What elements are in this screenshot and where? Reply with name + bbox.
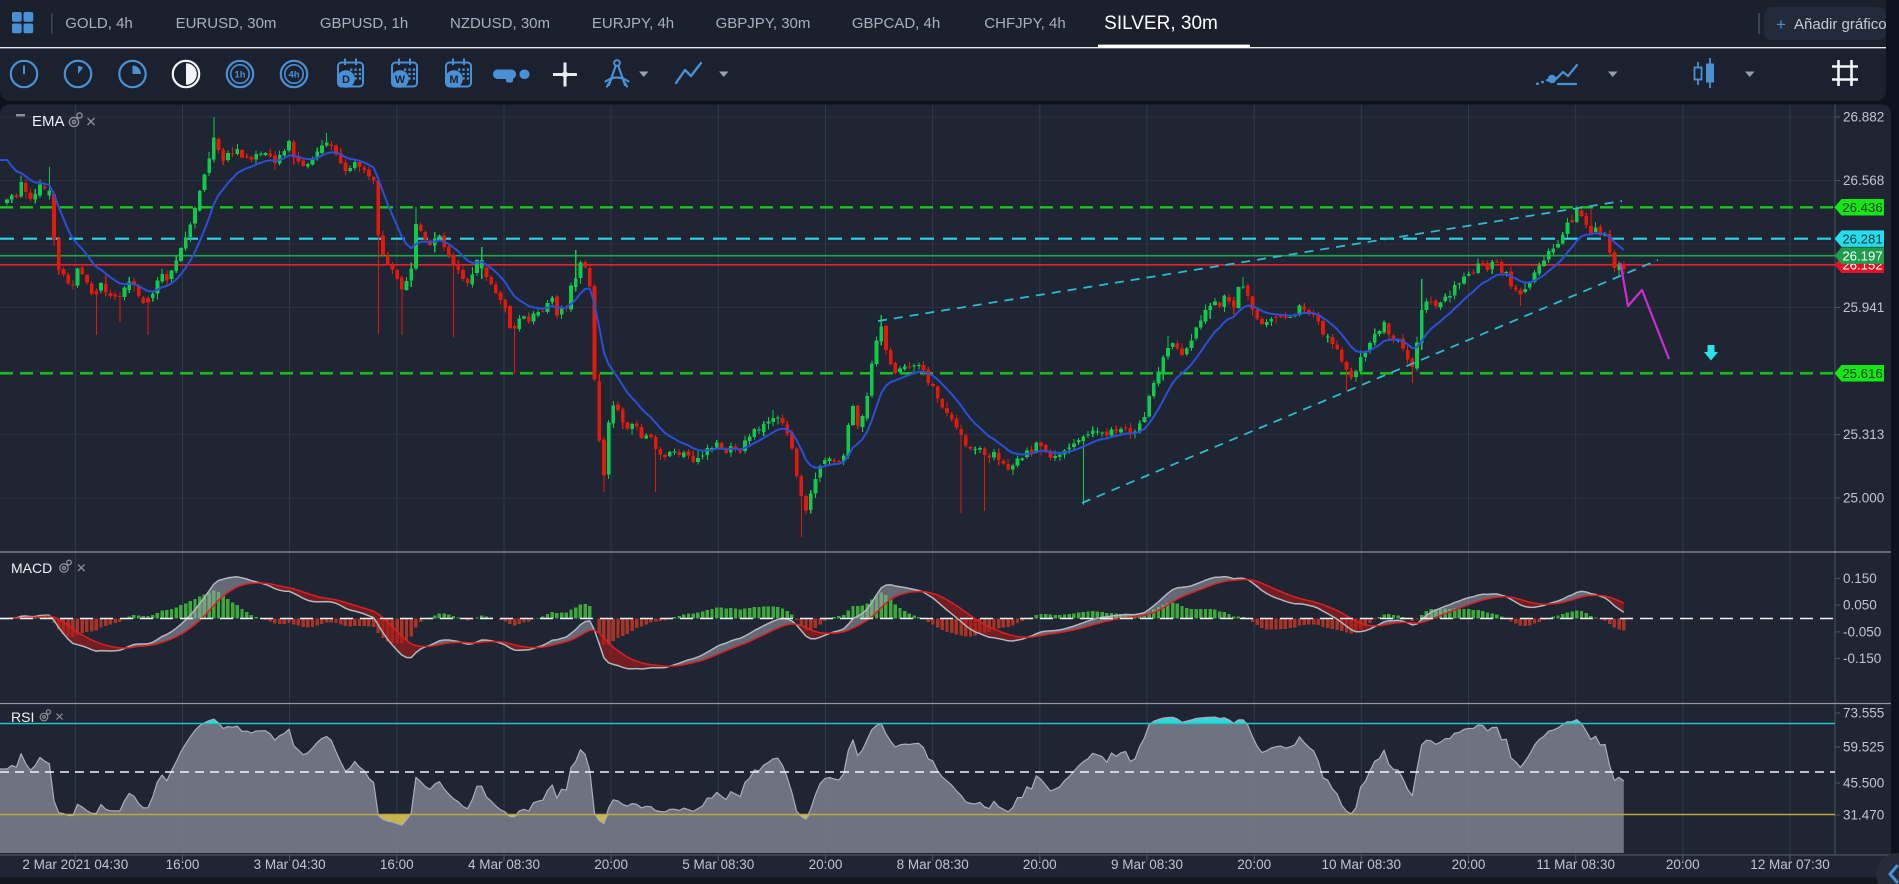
svg-text:31.470: 31.470 <box>1843 808 1884 823</box>
svg-text:0.050: 0.050 <box>1843 598 1877 613</box>
svg-text:Añadir gráfico: Añadir gráfico <box>1794 16 1887 33</box>
svg-text:20:00: 20:00 <box>594 857 628 872</box>
svg-text:D: D <box>342 74 350 86</box>
svg-text:25.000: 25.000 <box>1843 491 1884 506</box>
svg-text:20:00: 20:00 <box>809 857 843 872</box>
svg-text:25.616: 25.616 <box>1842 366 1882 381</box>
svg-text:M: M <box>449 74 458 86</box>
svg-text:GBPJPY, 30m: GBPJPY, 30m <box>716 15 811 32</box>
svg-text:26.568: 26.568 <box>1843 173 1884 188</box>
svg-text:16:00: 16:00 <box>380 857 414 872</box>
svg-text:26.436: 26.436 <box>1842 200 1882 215</box>
svg-text:4h: 4h <box>288 70 299 81</box>
svg-text:GBPUSD, 1h: GBPUSD, 1h <box>320 15 408 32</box>
svg-text:EURUSD, 30m: EURUSD, 30m <box>176 15 277 32</box>
svg-text:-0.050: -0.050 <box>1843 624 1881 639</box>
svg-text:73.555: 73.555 <box>1843 706 1884 721</box>
svg-text:GOLD, 4h: GOLD, 4h <box>65 15 133 32</box>
svg-text:20:00: 20:00 <box>1023 857 1057 872</box>
svg-text:26.882: 26.882 <box>1843 110 1884 125</box>
svg-text:RSI: RSI <box>11 709 34 725</box>
svg-text:EURJPY, 4h: EURJPY, 4h <box>592 15 674 32</box>
svg-text:11 Mar 08:30: 11 Mar 08:30 <box>1536 857 1615 872</box>
svg-text:EMA: EMA <box>32 113 65 130</box>
svg-text:0.150: 0.150 <box>1843 571 1877 586</box>
svg-text:MACD: MACD <box>11 560 52 576</box>
svg-text:3 Mar 04:30: 3 Mar 04:30 <box>254 857 326 872</box>
svg-text:26.197: 26.197 <box>1842 248 1882 263</box>
svg-text:CHFJPY, 4h: CHFJPY, 4h <box>984 15 1065 32</box>
svg-text:10 Mar 08:30: 10 Mar 08:30 <box>1322 857 1402 872</box>
svg-text:+: + <box>1776 15 1786 34</box>
svg-text:20:00: 20:00 <box>1452 857 1486 872</box>
svg-text:SILVER, 30m: SILVER, 30m <box>1104 13 1218 34</box>
svg-text:20:00: 20:00 <box>1237 857 1271 872</box>
svg-text:26.281: 26.281 <box>1842 231 1882 246</box>
svg-text:25.313: 25.313 <box>1843 427 1884 442</box>
svg-text:9 Mar 08:30: 9 Mar 08:30 <box>1111 857 1183 872</box>
svg-text:16:00: 16:00 <box>166 857 200 872</box>
svg-text:45.500: 45.500 <box>1843 776 1884 791</box>
svg-text:GBPCAD, 4h: GBPCAD, 4h <box>852 15 940 32</box>
svg-text:NZDUSD, 30m: NZDUSD, 30m <box>450 15 550 32</box>
svg-text:25.941: 25.941 <box>1843 300 1884 315</box>
svg-text:20:00: 20:00 <box>1666 857 1700 872</box>
svg-text:12 Mar 07:30: 12 Mar 07:30 <box>1750 857 1830 872</box>
svg-text:2 Mar 2021 04:30: 2 Mar 2021 04:30 <box>22 857 128 872</box>
svg-text:1h: 1h <box>234 70 245 81</box>
svg-text:W: W <box>395 74 406 86</box>
svg-text:-0.150: -0.150 <box>1843 651 1881 666</box>
svg-text:59.525: 59.525 <box>1843 740 1884 755</box>
svg-text:5 Mar 08:30: 5 Mar 08:30 <box>682 857 754 872</box>
svg-text:4 Mar 08:30: 4 Mar 08:30 <box>468 857 540 872</box>
svg-text:8 Mar 08:30: 8 Mar 08:30 <box>897 857 969 872</box>
